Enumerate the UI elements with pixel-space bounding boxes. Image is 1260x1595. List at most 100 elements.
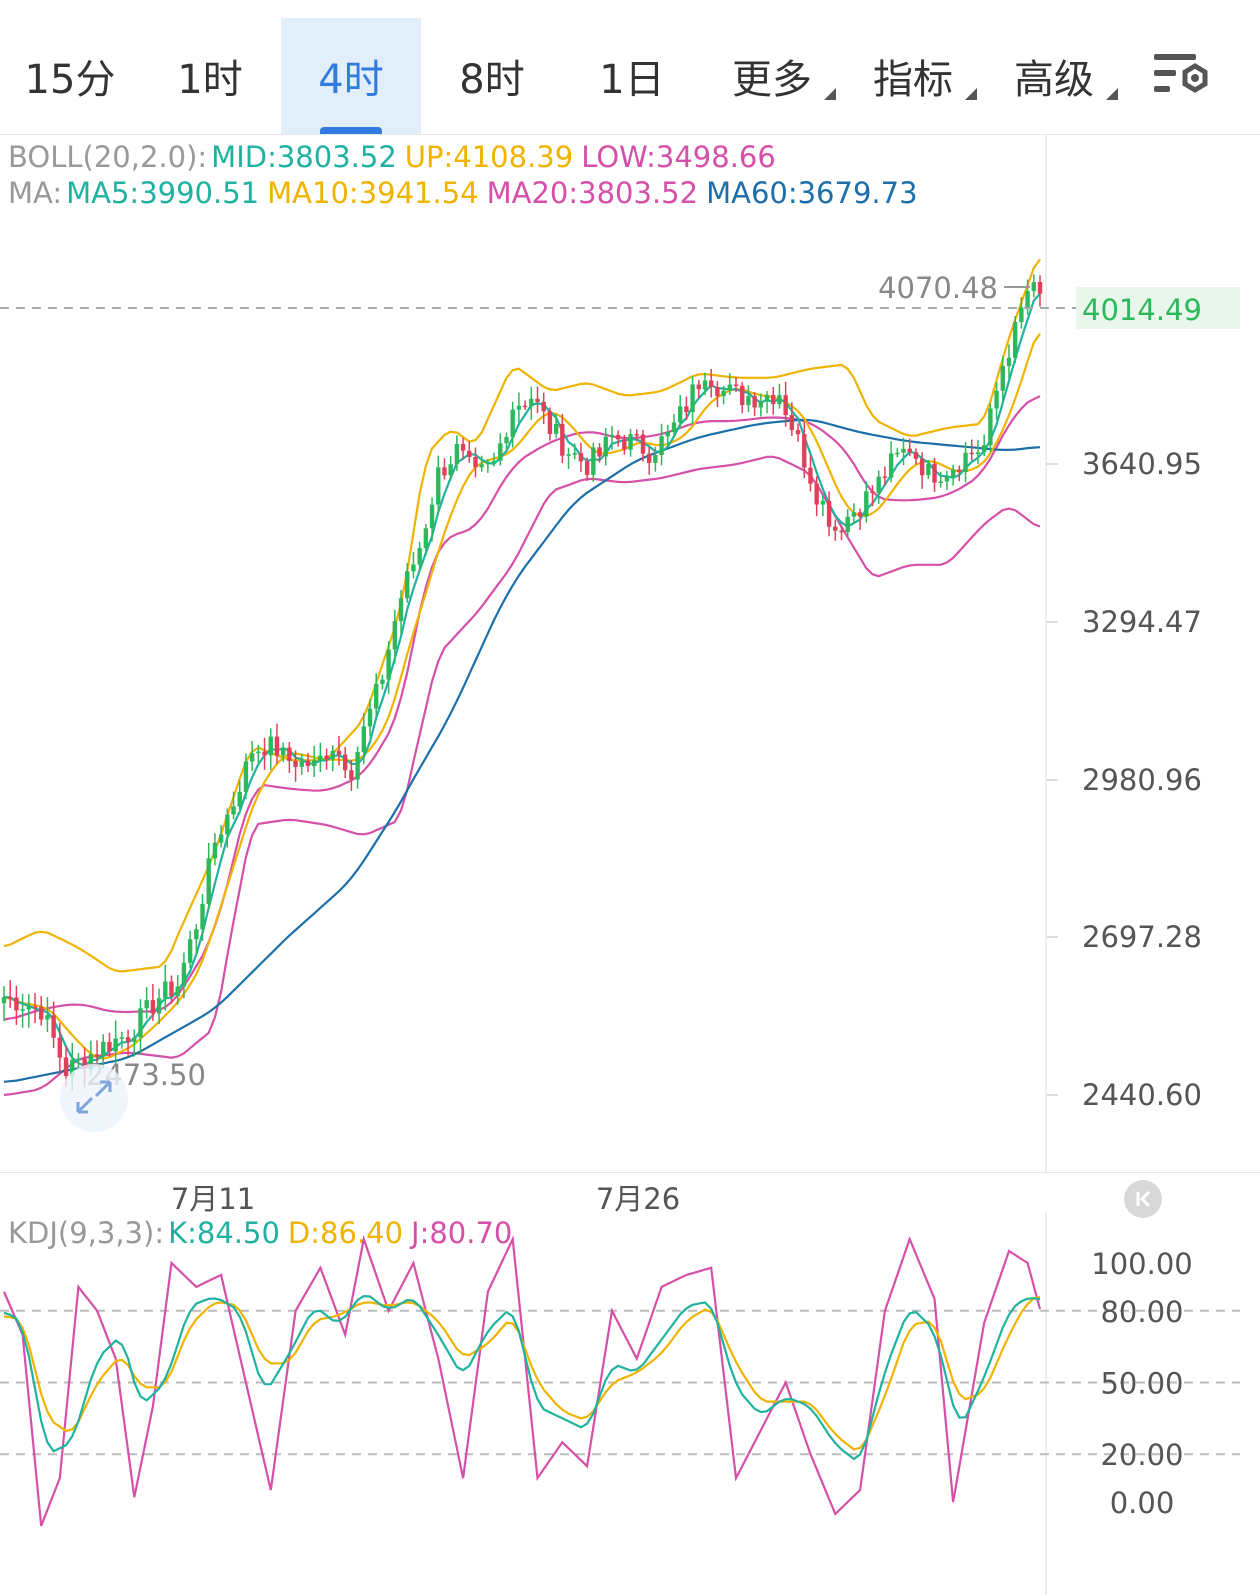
rewind-icon	[1136, 1190, 1151, 1208]
candle	[603, 428, 608, 466]
candle	[721, 385, 726, 405]
candle	[448, 455, 453, 481]
expand-chart-button[interactable]	[60, 1064, 128, 1132]
candle	[659, 423, 664, 466]
candle	[374, 673, 379, 717]
tab-label: 15分	[24, 57, 116, 103]
indicator-lines	[3, 258, 1041, 1096]
candle	[163, 964, 168, 1011]
tab-6[interactable]: 指标	[843, 18, 983, 134]
boll-up-line	[3, 258, 1041, 973]
candle	[405, 563, 410, 603]
tab-4[interactable]: 1日	[562, 18, 702, 134]
candle	[1000, 356, 1005, 403]
candle	[851, 503, 857, 523]
candle	[895, 447, 900, 458]
tab-label: 8时	[459, 57, 525, 103]
candle	[584, 457, 590, 482]
candle	[516, 392, 522, 423]
tab-label: 更多	[732, 57, 812, 103]
price-axis: 3640.95 3294.47 2980.96 2697.28 2440.60	[1046, 447, 1202, 1112]
tab-label: 1日	[599, 57, 665, 103]
candle	[212, 833, 218, 866]
ma-legend-ma5: MA5:3990.51	[66, 176, 260, 210]
kdj-chart[interactable]: 100.00 80.00 50.00 20.00 0.00	[0, 1212, 1260, 1595]
dropdown-caret-icon	[824, 88, 836, 100]
candle	[690, 376, 695, 425]
candle	[194, 924, 199, 955]
candle	[57, 1022, 63, 1074]
candle	[200, 894, 205, 941]
candle	[882, 466, 888, 486]
tab-3[interactable]: 8时	[422, 18, 562, 134]
boll-legend-mid: MID:3803.52	[211, 140, 397, 174]
candle	[758, 393, 764, 417]
candle	[330, 745, 335, 772]
candle	[553, 414, 559, 439]
candle	[491, 452, 497, 467]
candle	[833, 519, 838, 541]
tab-5[interactable]: 更多	[702, 18, 842, 134]
candle	[473, 447, 478, 478]
candle	[572, 443, 577, 460]
candle	[187, 930, 193, 969]
candle	[597, 443, 602, 463]
candle	[547, 407, 553, 441]
candle	[820, 495, 826, 517]
candle	[702, 372, 708, 396]
price-tick-label: 3294.47	[1082, 605, 1202, 639]
candle	[795, 423, 801, 442]
candle	[510, 401, 515, 448]
candle	[20, 993, 25, 1028]
candle	[919, 452, 925, 489]
chart-settings-icon	[1154, 54, 1208, 93]
candle	[293, 750, 298, 782]
candle	[26, 994, 32, 1028]
candle	[1025, 279, 1030, 315]
candle	[622, 434, 627, 455]
candle	[225, 808, 230, 848]
expand-arrows-icon	[76, 1080, 112, 1114]
candle	[994, 382, 999, 420]
tab-7[interactable]: 高级	[984, 18, 1124, 134]
candle	[566, 447, 571, 469]
kdj-gridlines	[0, 1309, 1240, 1456]
candle	[913, 448, 919, 465]
candle	[628, 429, 633, 457]
candle	[342, 746, 348, 779]
kdj-legend: KDJ(9,3,3): K:84.50 D:86.40 J:80.70	[8, 1216, 520, 1250]
price-tick-label: 3640.95	[1082, 447, 1202, 481]
tab-2[interactable]: 4时	[281, 18, 421, 134]
candle	[256, 745, 261, 765]
candle	[1037, 275, 1043, 307]
candle	[814, 476, 819, 517]
candle	[113, 1020, 118, 1064]
price-chart[interactable]: 4014.49 4070.48 2473.50 3640.953294.4729…	[0, 135, 1260, 1175]
candle	[150, 983, 156, 1021]
tab-0[interactable]: 15分	[0, 18, 140, 134]
kdj-legend-k: K:84.50	[168, 1216, 280, 1250]
dropdown-caret-icon	[965, 88, 977, 100]
scroll-to-latest-button[interactable]	[1124, 1180, 1162, 1218]
candle	[1, 985, 7, 1022]
candle	[32, 992, 38, 1024]
candle	[460, 437, 466, 460]
candle	[640, 429, 646, 462]
candle	[386, 641, 391, 694]
kdj-k-line	[3, 1294, 1041, 1461]
candle	[169, 975, 174, 1004]
candle	[411, 551, 416, 579]
candle	[138, 999, 143, 1055]
tab-label: 4时	[318, 57, 384, 103]
candle	[1031, 274, 1036, 298]
candle	[125, 1029, 131, 1056]
tab-1[interactable]: 1时	[140, 18, 280, 134]
candle	[1019, 297, 1024, 329]
chart-settings-button[interactable]	[1150, 48, 1214, 104]
kdj-tick-label: 0.00	[1110, 1486, 1175, 1520]
candle	[560, 413, 565, 464]
candle	[522, 400, 528, 411]
annotation-high: 4070.48	[878, 271, 998, 305]
boll-legend-up: UP:4108.39	[404, 140, 574, 174]
boll-low-line	[3, 455, 1041, 1096]
